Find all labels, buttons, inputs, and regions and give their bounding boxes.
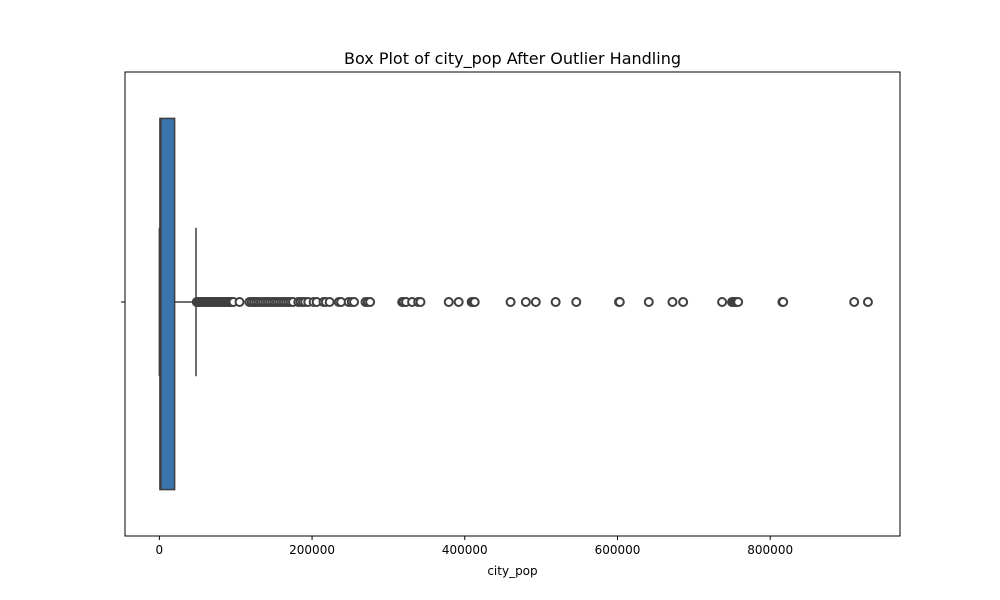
outlier-point: [667, 297, 678, 307]
outlier-point: [349, 297, 360, 307]
x-tick-label: 400000: [442, 543, 488, 557]
x-tick-label: 800000: [747, 543, 793, 557]
plot-area-frame: [124, 71, 901, 537]
outlier-point: [614, 297, 625, 307]
outlier-point: [443, 297, 454, 307]
outlier-point: [453, 297, 464, 307]
x-axis: 0 200000 400000 600000 800000: [156, 536, 793, 557]
outlier-point: [643, 297, 654, 307]
outlier-point: [862, 297, 873, 307]
outlier-point: [678, 297, 689, 307]
outlier-point: [415, 297, 426, 307]
chart-title: Box Plot of city_pop After Outlier Handl…: [344, 49, 681, 69]
outlier-point: [324, 297, 335, 307]
outlier-point: [717, 297, 728, 307]
x-axis-label: city_pop: [487, 564, 537, 578]
outlier-point: [571, 297, 582, 307]
outlier-point: [849, 297, 860, 307]
outlier-point: [234, 297, 245, 307]
x-tick-label: 0: [156, 543, 164, 557]
outlier-point: [530, 297, 541, 307]
outlier-point: [469, 297, 480, 307]
outlier-point: [505, 297, 516, 307]
outlier-point: [778, 297, 789, 307]
iqr-box: [159, 117, 176, 491]
outlier-point: [365, 297, 376, 307]
outlier-point: [550, 297, 561, 307]
x-tick-label: 600000: [595, 543, 641, 557]
outlier-points: [191, 297, 873, 307]
outlier-point: [520, 297, 531, 307]
x-tick-label: 200000: [289, 543, 335, 557]
outlier-point: [733, 297, 744, 307]
box-plot: [158, 117, 197, 491]
